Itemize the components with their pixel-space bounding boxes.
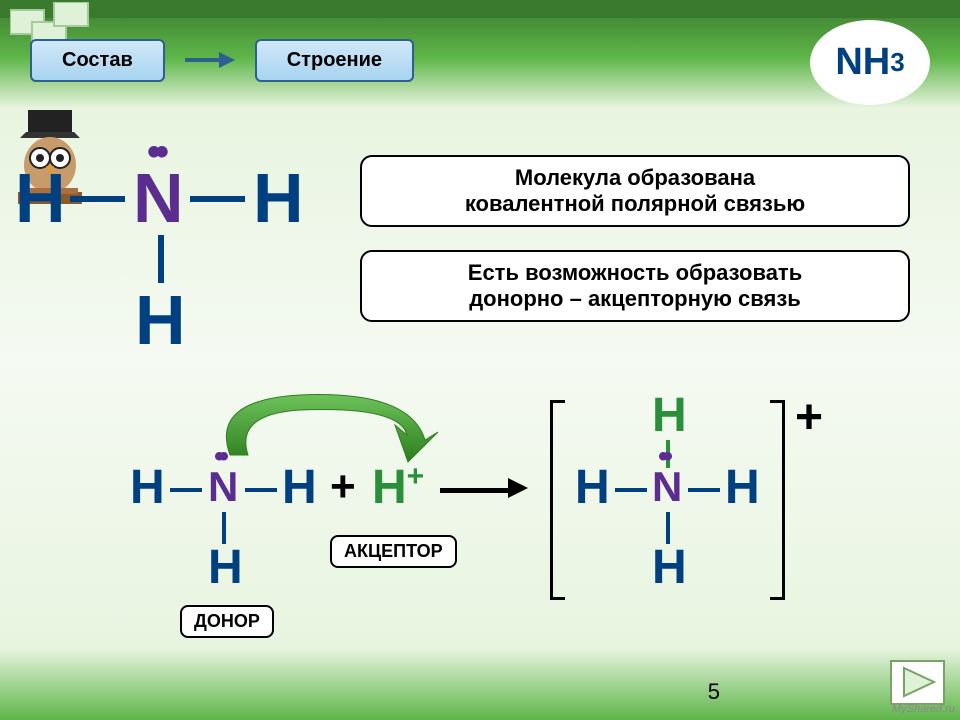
plus-sign-1: +	[330, 462, 356, 512]
info-box-covalent: Молекула образована ковалентной полярной…	[360, 155, 910, 227]
react-nh3-h-left: H	[130, 460, 165, 515]
info2-line1: Есть возможность образовать	[382, 260, 888, 286]
react-nh3-h-bottom: H	[208, 540, 243, 595]
acceptor-label: АКЦЕПТОР	[330, 535, 457, 568]
bond-left	[70, 196, 125, 202]
top-green-bar	[0, 0, 960, 18]
nav-arrow-icon	[185, 48, 235, 72]
atom-h-bottom: H	[135, 280, 186, 360]
info1-line2: ковалентной полярной связью	[382, 191, 888, 217]
info1-line1: Молекула образована	[382, 165, 888, 191]
prod-h-top: H	[652, 388, 687, 443]
watermark: MyShared.ru	[892, 703, 955, 715]
nav-button-structure[interactable]: Строение	[255, 39, 414, 82]
nav-button-composition[interactable]: Состав	[30, 39, 165, 82]
donor-label: ДОНОР	[180, 605, 274, 638]
hplus-base: H	[372, 461, 407, 514]
page-number: 5	[708, 679, 720, 705]
info2-line2: донорно – акцепторную связь	[382, 286, 888, 312]
hplus-sup: +	[407, 460, 425, 493]
formula-sub: 3	[890, 47, 904, 78]
prod-h-bottom: H	[652, 540, 687, 595]
h-plus-ion: H+	[372, 460, 424, 515]
formula-base: NH	[835, 41, 890, 84]
charge-plus: +	[795, 390, 823, 445]
main-molecule-diagram: H N •• H H	[15, 140, 345, 360]
prod-bond-left	[615, 488, 647, 492]
info-box-donor-acceptor: Есть возможность образовать донорно – ак…	[360, 250, 910, 322]
prod-h-left: H	[575, 460, 610, 515]
reaction-arrow-line	[440, 488, 510, 493]
reaction-arrow-head-icon	[508, 478, 528, 498]
prod-h-right: H	[725, 460, 760, 515]
prod-n: N	[652, 463, 682, 511]
formula-badge: NH3	[810, 20, 930, 105]
header-row: Состав Строение NH3	[30, 30, 930, 90]
bracket-right	[770, 400, 785, 600]
prod-lone-pair: ••	[658, 440, 667, 474]
bond-bottom	[158, 235, 164, 283]
bond-right	[190, 196, 245, 202]
atom-h-left: H	[15, 158, 66, 238]
atom-h-right: H	[253, 158, 304, 238]
bracket-left	[550, 400, 565, 600]
reaction-diagram: H N •• H H + H+ H H N •• H H +	[130, 390, 930, 650]
prod-bond-right	[688, 488, 720, 492]
react-bond-2	[245, 488, 277, 492]
react-bond-1	[170, 488, 202, 492]
lone-pair-dots: ••	[147, 130, 163, 175]
